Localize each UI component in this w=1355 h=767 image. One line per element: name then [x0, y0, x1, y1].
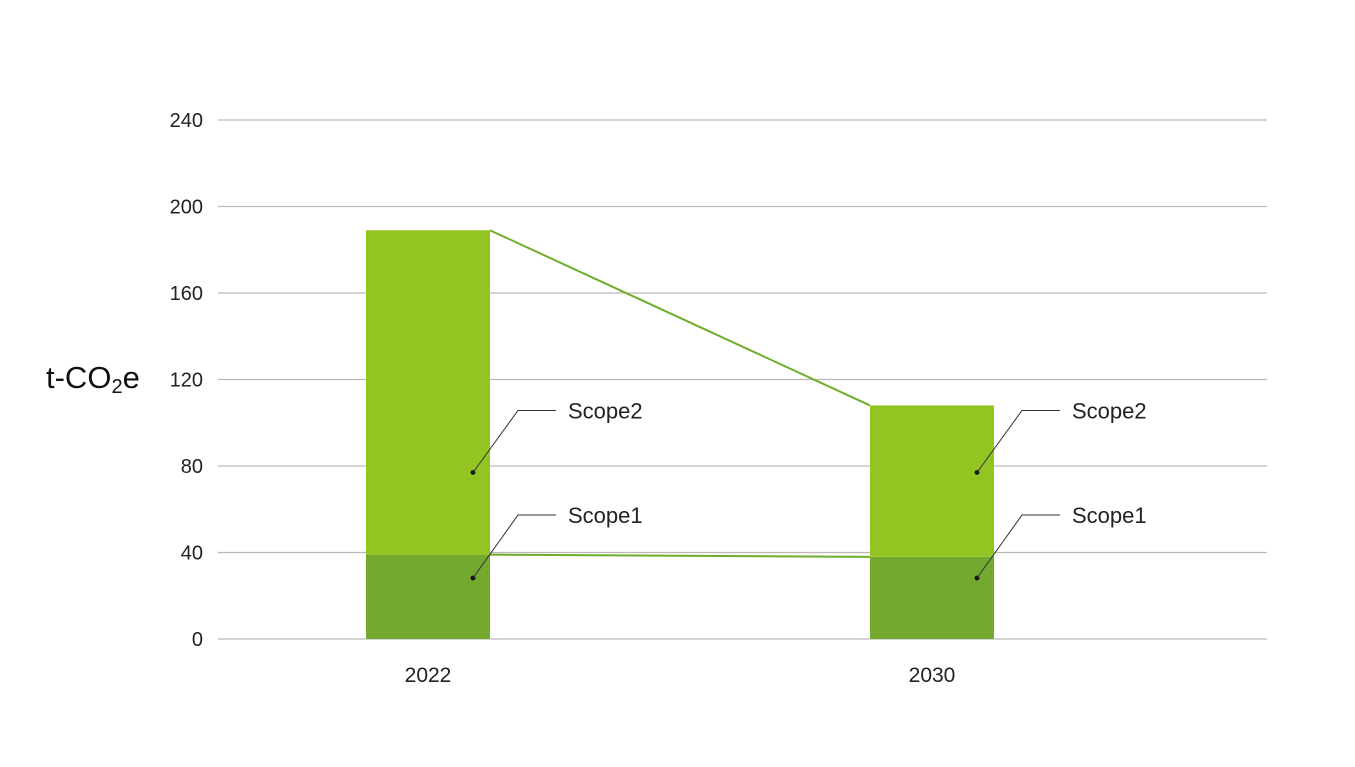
callout-label-scope1-2022: Scope1: [568, 503, 643, 528]
bar-scope1-2030: [870, 556, 994, 639]
y-axis-label-main: t-CO: [46, 360, 112, 395]
y-tick-40: 40: [181, 543, 203, 565]
callout-label-scope1-2030: Scope1: [1072, 503, 1147, 528]
y-tick-120: 120: [170, 370, 203, 392]
callout-leader-scope1-2022: [472, 514, 556, 579]
callout-label-scope2-2022: Scope2: [568, 398, 643, 423]
connector-scope1: [489, 553, 871, 558]
callout-leader-scope1-2030: [976, 514, 1060, 579]
y-tick-0: 0: [192, 629, 203, 651]
bar-scope1-2022: [366, 554, 490, 639]
y-axis-label-suffix: e: [122, 360, 140, 395]
series-connectors: [489, 229, 871, 558]
x-tick-2030: 2030: [909, 664, 956, 687]
bar-scope2-2030: [870, 405, 994, 557]
y-tick-80: 80: [181, 456, 203, 478]
callout-label-scope2-2030: Scope2: [1072, 398, 1147, 423]
y-axis-label-subscript: 2: [111, 376, 123, 398]
bars: [366, 230, 994, 639]
y-tick-160: 160: [170, 283, 203, 305]
y-tick-200: 200: [170, 197, 203, 219]
y-tick-240: 240: [170, 110, 203, 132]
y-axis-label: t-CO2e: [46, 360, 140, 399]
x-tick-labels: 2022 2030: [405, 664, 956, 687]
bar-scope2-2022: [366, 230, 490, 555]
callout-leader-scope2-2030: [976, 409, 1060, 473]
callout-leader-scope2-2022: [472, 409, 556, 473]
series-callouts: Scope1 Scope2 Scope1 Scope2: [470, 398, 1147, 581]
x-tick-2022: 2022: [405, 664, 452, 687]
y-tick-labels: 0 40 80 120 160 200 240: [170, 110, 203, 651]
connector-scope2: [489, 229, 871, 407]
